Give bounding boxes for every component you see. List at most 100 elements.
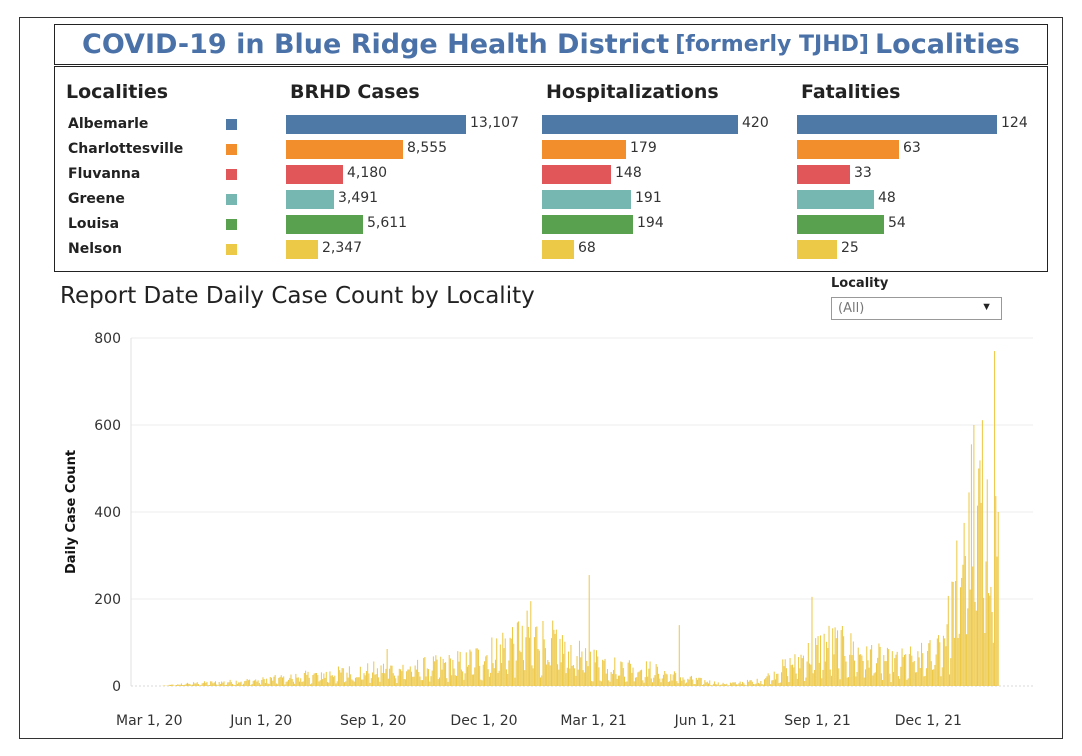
daily-case-bar[interactable] [863, 677, 865, 686]
daily-case-bar[interactable] [645, 661, 647, 686]
daily-case-bar[interactable] [505, 669, 507, 686]
daily-case-bar[interactable] [878, 643, 880, 686]
daily-case-bar[interactable] [770, 684, 772, 686]
daily-case-bar[interactable] [345, 681, 347, 686]
daily-case-bar[interactable] [860, 654, 862, 686]
daily-case-bar[interactable] [477, 649, 479, 686]
daily-case-bar[interactable] [334, 675, 336, 686]
daily-case-bar[interactable] [669, 681, 671, 686]
daily-case-bar[interactable] [875, 663, 878, 686]
daily-case-bar[interactable] [891, 651, 893, 686]
daily-case-bar[interactable] [996, 556, 998, 686]
daily-case-bar[interactable] [666, 674, 668, 686]
daily-case-bar[interactable] [415, 669, 417, 686]
daily-case-bar[interactable] [591, 681, 593, 686]
daily-case-bar[interactable] [218, 682, 220, 686]
daily-case-bar[interactable] [917, 651, 919, 686]
daily-case-bar[interactable] [350, 674, 352, 686]
daily-case-bar[interactable] [537, 648, 539, 686]
cases-bar-greene[interactable] [286, 190, 334, 209]
daily-case-bar[interactable] [531, 665, 533, 686]
daily-case-bar[interactable] [441, 669, 443, 686]
daily-case-bar[interactable] [228, 682, 230, 686]
daily-case-bar[interactable] [895, 654, 897, 686]
daily-case-bar[interactable] [565, 673, 567, 686]
daily-case-bar[interactable] [189, 683, 191, 686]
daily-case-bar[interactable] [840, 630, 842, 686]
daily-case-bar[interactable] [300, 678, 302, 686]
daily-case-bar[interactable] [382, 663, 385, 686]
daily-case-bar[interactable] [261, 679, 263, 686]
daily-case-bar[interactable] [813, 669, 815, 686]
daily-case-bar[interactable] [223, 681, 225, 686]
daily-case-bar[interactable] [421, 680, 423, 686]
daily-case-bar[interactable] [214, 681, 217, 686]
daily-case-bar[interactable] [930, 661, 932, 686]
daily-case-bar[interactable] [247, 680, 249, 686]
daily-case-bar[interactable] [650, 678, 652, 686]
daily-case-bar[interactable] [630, 663, 632, 686]
daily-case-bar[interactable] [787, 676, 789, 686]
daily-case-bar[interactable] [197, 684, 199, 686]
daily-case-bar[interactable] [776, 673, 778, 686]
daily-case-bar[interactable] [955, 581, 957, 686]
daily-case-bar[interactable] [376, 668, 378, 686]
daily-case-bar[interactable] [910, 646, 912, 686]
daily-case-bar[interactable] [308, 677, 310, 686]
daily-case-bar[interactable] [765, 677, 767, 686]
daily-case-bar[interactable] [931, 669, 934, 686]
daily-case-bar[interactable] [867, 660, 869, 686]
daily-case-bar[interactable] [466, 666, 469, 686]
daily-case-bar[interactable] [219, 683, 221, 686]
daily-case-bar[interactable] [901, 648, 903, 686]
daily-case-bar[interactable] [476, 648, 478, 686]
daily-case-bar[interactable] [665, 673, 667, 686]
daily-case-bar[interactable] [419, 676, 421, 686]
daily-case-bar[interactable] [817, 636, 819, 686]
daily-case-bar[interactable] [600, 681, 602, 686]
daily-case-bar[interactable] [179, 684, 181, 686]
daily-case-bar[interactable] [249, 679, 251, 686]
daily-case-bar[interactable] [793, 667, 795, 686]
daily-case-bar[interactable] [386, 649, 388, 686]
daily-case-bar[interactable] [518, 621, 520, 686]
daily-case-bar[interactable] [242, 683, 245, 686]
daily-case-bar[interactable] [303, 672, 305, 686]
daily-case-bar[interactable] [637, 672, 639, 686]
daily-case-bar[interactable] [934, 664, 936, 686]
daily-case-bar[interactable] [199, 685, 201, 686]
daily-case-bar[interactable] [721, 684, 723, 686]
daily-case-bar[interactable] [273, 676, 275, 686]
daily-case-bar[interactable] [205, 682, 207, 686]
daily-case-bar[interactable] [515, 660, 517, 686]
daily-case-bar[interactable] [188, 683, 190, 686]
daily-case-bar[interactable] [979, 460, 981, 686]
daily-case-bar[interactable] [463, 679, 465, 686]
daily-case-bar[interactable] [946, 624, 948, 686]
daily-case-bar[interactable] [272, 680, 274, 686]
daily-case-bar[interactable] [963, 522, 965, 686]
daily-case-bar[interactable] [606, 669, 608, 686]
daily-case-bar[interactable] [404, 679, 406, 686]
daily-case-bar[interactable] [983, 597, 985, 686]
daily-case-bar[interactable] [843, 636, 845, 686]
daily-case-bar[interactable] [297, 677, 299, 686]
daily-case-bar[interactable] [893, 672, 895, 686]
daily-case-bar[interactable] [819, 635, 822, 686]
daily-case-bar[interactable] [554, 633, 556, 686]
daily-case-bar[interactable] [283, 676, 285, 686]
daily-case-bar[interactable] [882, 679, 884, 686]
daily-case-bar[interactable] [499, 644, 501, 686]
daily-case-bar[interactable] [326, 682, 329, 686]
daily-case-bar[interactable] [902, 657, 904, 686]
daily-case-bar[interactable] [202, 682, 204, 686]
daily-case-bar[interactable] [760, 681, 762, 686]
daily-case-bar[interactable] [536, 626, 538, 686]
daily-case-bar[interactable] [348, 666, 350, 686]
daily-case-bar[interactable] [849, 654, 851, 686]
daily-case-bar[interactable] [700, 678, 702, 686]
daily-case-bar[interactable] [513, 643, 515, 686]
daily-case-bar[interactable] [628, 660, 630, 686]
daily-case-bar[interactable] [329, 671, 331, 686]
daily-case-bar[interactable] [958, 633, 960, 686]
